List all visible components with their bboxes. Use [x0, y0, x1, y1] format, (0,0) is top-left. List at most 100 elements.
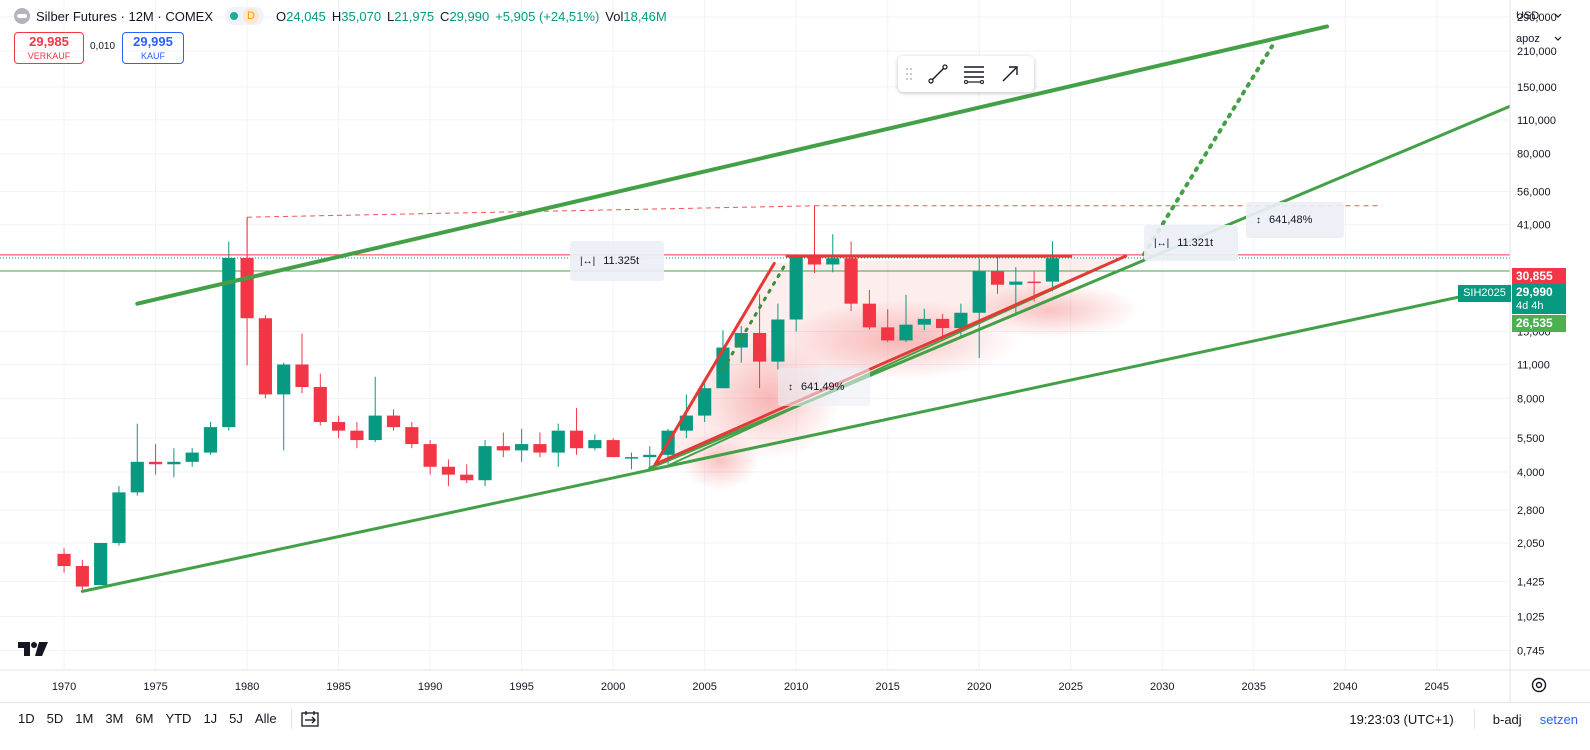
range-1m[interactable]: 1M [75, 711, 94, 726]
candle-2021 [990, 257, 1005, 294]
scale-mode-selector[interactable]: apoz [1512, 28, 1566, 50]
candle-body [240, 257, 254, 319]
range-selector: 1D 5D 1M 3M 6M YTD 1J 5J Alle [12, 711, 283, 726]
candle-body [478, 446, 492, 481]
clock-timezone[interactable]: 19:23:03 (UTC+1) [1349, 711, 1454, 727]
silver-symbol-icon [14, 8, 30, 24]
range-ytd[interactable]: YTD [165, 711, 192, 726]
horizontal-range-icon: |↔| [1154, 237, 1170, 249]
measure-value-2: 641,49% [801, 381, 845, 393]
price-tick-label: 290,000 [1517, 12, 1557, 24]
candle-body [350, 430, 364, 441]
candle-body [606, 440, 620, 458]
candle-1980 [240, 217, 254, 366]
range-alle[interactable]: Alle [254, 711, 277, 726]
candle-body [807, 255, 822, 265]
candle-body [112, 492, 126, 543]
candle-body [990, 271, 1005, 285]
symbol-legend: Silber Futures · 12M · COMEX D O 24,045 H… [14, 6, 673, 26]
toolbar-divider [290, 708, 292, 729]
ohlc-change-value: +5,905 (+24,51%) [495, 8, 600, 24]
market-status[interactable]: D [225, 7, 264, 25]
candle-body [130, 461, 144, 493]
candle-body [954, 312, 968, 329]
candle-1977 [185, 448, 199, 467]
candle-1978 [203, 422, 218, 455]
candle-body [752, 332, 767, 362]
candle-1986 [350, 422, 364, 449]
measure-box-1[interactable]: |↔| 11.325t [570, 241, 664, 281]
candle-body [899, 324, 913, 341]
ohlc-high-value: 35,070 [341, 8, 382, 24]
tradingview-logo-icon[interactable] [18, 640, 48, 658]
candle-body [698, 388, 712, 416]
candle-body [881, 327, 895, 341]
measure-value-1: 11.325t [603, 255, 640, 267]
range-3m[interactable]: 3M [105, 711, 124, 726]
ohlc-close-value: 29,990 [449, 8, 490, 24]
drawing-toolbar [898, 56, 1034, 92]
year-tick-label: 2045 [1425, 681, 1449, 693]
drag-grip-icon[interactable] [898, 56, 920, 92]
currency-selector[interactable]: USD [1512, 5, 1566, 27]
set-button[interactable]: setzen [1539, 711, 1578, 727]
candle-body [441, 466, 456, 475]
candle-1990 [423, 440, 437, 475]
candle-body [1045, 258, 1060, 282]
trendlines [80, 24, 1510, 593]
symbol-title[interactable]: Silber Futures · 12M · COMEX [36, 8, 213, 24]
sell-button[interactable]: 29,985 VERKAUF [14, 32, 84, 64]
candle-body [789, 255, 803, 320]
price-chart[interactable]: 290,000 210,000 150,000 110,000 80,000 56,000… [0, 0, 1590, 702]
delayed-badge: D [243, 8, 259, 24]
candle-body [844, 258, 858, 304]
price-tick-label: 11,000 [1517, 359, 1550, 371]
range-6m[interactable]: 6M [135, 711, 154, 726]
range-5j[interactable]: 5J [229, 711, 243, 726]
candle-1979 [222, 241, 236, 431]
measure-box-3[interactable]: ↕ 641,48% [1246, 202, 1344, 238]
ohlc-open-value: 24,045 [286, 8, 326, 24]
year-tick-label: 2010 [784, 681, 808, 693]
range-5d[interactable]: 5D [46, 711, 64, 726]
range-1j[interactable]: 1J [203, 711, 218, 726]
ohlc-open-key: O [276, 8, 287, 24]
price-tick-label: 150,000 [1517, 82, 1557, 94]
candle-body [94, 542, 108, 586]
year-tick-label: 2015 [875, 681, 899, 693]
candle-1981 [258, 315, 272, 399]
horizontal-range-icon: |↔| [580, 255, 596, 267]
candle-body [771, 319, 785, 362]
range-1d[interactable]: 1D [18, 711, 35, 726]
candle-body [1027, 281, 1041, 284]
trend-line-icon[interactable] [920, 56, 956, 92]
toolbar-divider [1473, 709, 1475, 729]
date-range-calendar-icon[interactable] [300, 709, 320, 729]
price-tick-label: 8,000 [1517, 393, 1545, 405]
sell-label: VERKAUF [27, 51, 71, 61]
trendline-wedge-bottom [653, 254, 1128, 466]
measure-box-4[interactable]: |↔| 11.321t [1144, 225, 1238, 261]
candle-1996 [533, 432, 547, 458]
candle-1994 [496, 432, 510, 458]
adjustment-toggle[interactable]: b-adj [1492, 711, 1522, 727]
measure-box-2[interactable]: ↕ 641,49% [778, 368, 870, 406]
line-settings-icon[interactable] [956, 56, 992, 92]
year-tick-label: 2035 [1242, 681, 1266, 693]
buy-button[interactable]: 29,995 KAUF [122, 32, 184, 64]
measure-value-3: 641,48% [1269, 214, 1313, 226]
candle-body [862, 303, 876, 328]
gear-icon[interactable] [1530, 676, 1548, 694]
arrow-icon[interactable] [992, 56, 1028, 92]
candle-body [972, 271, 986, 313]
price-tick-label: 41,000 [1517, 220, 1551, 232]
ohlc-close-key: C [440, 8, 450, 24]
candle-2020 [972, 258, 986, 358]
candle-1999 [588, 434, 602, 451]
year-tick-label: 1990 [418, 681, 442, 693]
ohlc-volume-key: Vol [605, 8, 624, 24]
candle-1970 [57, 548, 71, 573]
candles [57, 205, 1060, 593]
candle-body [57, 553, 71, 567]
candle-2014 [862, 289, 876, 330]
